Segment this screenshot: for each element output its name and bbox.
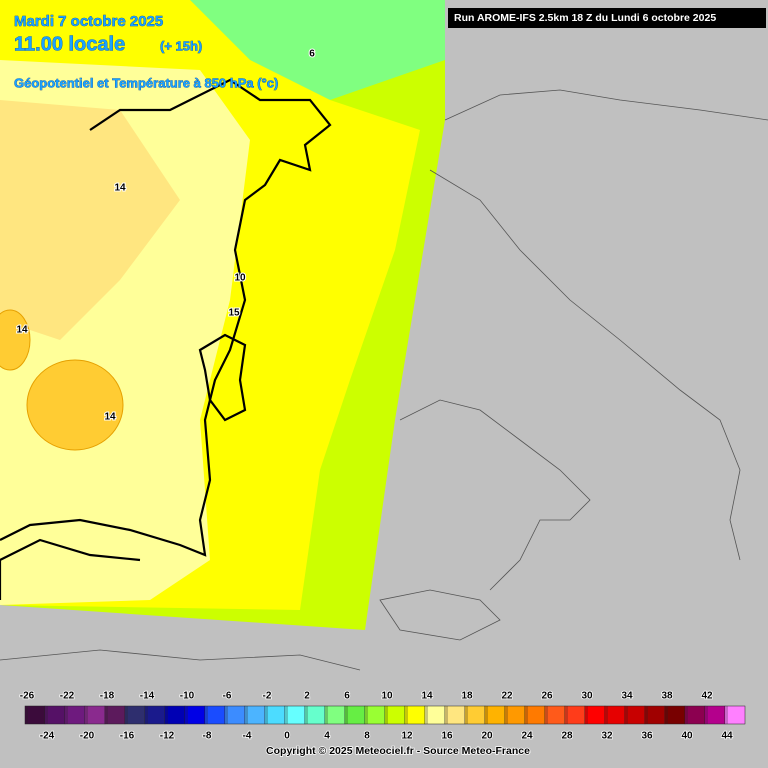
cool-zone xyxy=(190,0,445,100)
contour-label: 15 xyxy=(228,308,240,319)
contour-label: 6 xyxy=(309,49,315,60)
legend-tick-label: 2 xyxy=(304,691,310,702)
legend-tick-label: 16 xyxy=(441,731,453,742)
legend-swatch xyxy=(204,705,226,725)
legend-tick-label: -24 xyxy=(40,731,55,742)
legend-swatch xyxy=(564,705,586,725)
legend-swatch xyxy=(524,705,546,725)
coastline xyxy=(0,538,141,600)
legend-swatch xyxy=(724,705,746,725)
legend-tick-label: -14 xyxy=(140,691,155,702)
legend-tick-label: 4 xyxy=(324,731,330,742)
legend-swatch xyxy=(284,705,306,725)
legend-tick-label: 44 xyxy=(721,731,733,742)
warm-cell xyxy=(26,359,124,451)
legend-tick-label: 40 xyxy=(681,731,693,742)
legend-tick-label: 8 xyxy=(364,731,370,742)
legend-tick-label: -6 xyxy=(223,691,232,702)
legend-swatch xyxy=(424,705,446,725)
legend-tick-label: 0 xyxy=(284,731,290,742)
legend-tick-label: 26 xyxy=(541,691,553,702)
legend-swatch xyxy=(184,705,206,725)
legend-swatch xyxy=(584,705,606,725)
legend-swatch xyxy=(664,705,686,725)
legend-tick-label: 18 xyxy=(461,691,473,702)
contour-label: 14 xyxy=(104,412,116,423)
legend-swatch xyxy=(544,705,566,725)
forecast-time: 11.00 locale xyxy=(14,33,125,55)
legend-tick-label: 14 xyxy=(421,691,433,702)
contour-label: 14 xyxy=(114,183,126,194)
lead-time: (+ 15h) xyxy=(160,38,202,53)
legend-tick-label: -22 xyxy=(60,691,75,702)
legend-swatch xyxy=(104,705,126,725)
legend-swatch xyxy=(224,705,246,725)
legend-swatch xyxy=(64,705,86,725)
legend-swatch xyxy=(644,705,666,725)
legend-swatch xyxy=(684,705,706,725)
field-title: Géopotentiel et Température à 850 hPa (°… xyxy=(14,75,278,90)
legend-swatch xyxy=(304,705,326,725)
forecast-date: Mardi 7 octobre 2025 xyxy=(14,13,163,30)
legend-tick-label: 42 xyxy=(701,691,713,702)
copyright: Copyright © 2025 Meteociel.fr - Source M… xyxy=(266,745,530,757)
legend-tick-label: -10 xyxy=(180,691,195,702)
legend-swatch xyxy=(84,705,106,725)
legend-tick-label: 10 xyxy=(381,691,393,702)
contour-label: 14 xyxy=(16,325,28,336)
legend-swatch xyxy=(164,705,186,725)
legend-swatch xyxy=(624,705,646,725)
legend-tick-label: -12 xyxy=(160,731,175,742)
coastline xyxy=(0,78,332,557)
legend-tick-label: -2 xyxy=(263,691,272,702)
legend-swatch xyxy=(244,705,266,725)
legend-swatch xyxy=(464,705,486,725)
legend-swatch xyxy=(344,705,366,725)
legend-swatch xyxy=(504,705,526,725)
legend-swatch xyxy=(484,705,506,725)
legend-tick-label: 24 xyxy=(521,731,533,742)
legend-tick-label: 12 xyxy=(401,731,413,742)
legend-swatch xyxy=(324,705,346,725)
legend-swatch xyxy=(264,705,286,725)
legend-swatch xyxy=(364,705,386,725)
legend-tick-label: 36 xyxy=(641,731,653,742)
legend-swatch xyxy=(144,705,166,725)
legend-tick-label: 38 xyxy=(661,691,673,702)
gold-zone xyxy=(0,100,180,340)
legend-tick-label: 6 xyxy=(344,691,350,702)
legend-tick-label: -18 xyxy=(100,691,115,702)
legend-swatch xyxy=(24,705,46,725)
legend-tick-label: -26 xyxy=(20,691,35,702)
legend-tick-label: -20 xyxy=(80,731,95,742)
legend-tick-label: 20 xyxy=(481,731,493,742)
legend-swatch xyxy=(44,705,66,725)
legend-tick-label: 22 xyxy=(501,691,513,702)
legend-swatch xyxy=(404,705,426,725)
legend-swatch xyxy=(124,705,146,725)
legend-tick-label: -16 xyxy=(120,731,135,742)
legend-swatch xyxy=(444,705,466,725)
run-banner xyxy=(448,8,766,28)
legend-tick-label: 30 xyxy=(581,691,593,702)
legend-tick-label: -4 xyxy=(243,731,252,742)
legend-swatch xyxy=(604,705,626,725)
legend-swatch xyxy=(704,705,726,725)
contour-label: 10 xyxy=(234,273,246,284)
legend-tick-label: 32 xyxy=(601,731,613,742)
legend-tick-label: -8 xyxy=(203,731,212,742)
warm-cell xyxy=(0,309,31,371)
legend-tick-label: 28 xyxy=(561,731,573,742)
legend-swatch xyxy=(384,705,406,725)
coastline xyxy=(198,333,247,422)
legend-tick-label: 34 xyxy=(621,691,633,702)
run-info: Run AROME-IFS 2.5km 18 Z du Lundi 6 octo… xyxy=(454,12,716,24)
border xyxy=(0,89,768,671)
